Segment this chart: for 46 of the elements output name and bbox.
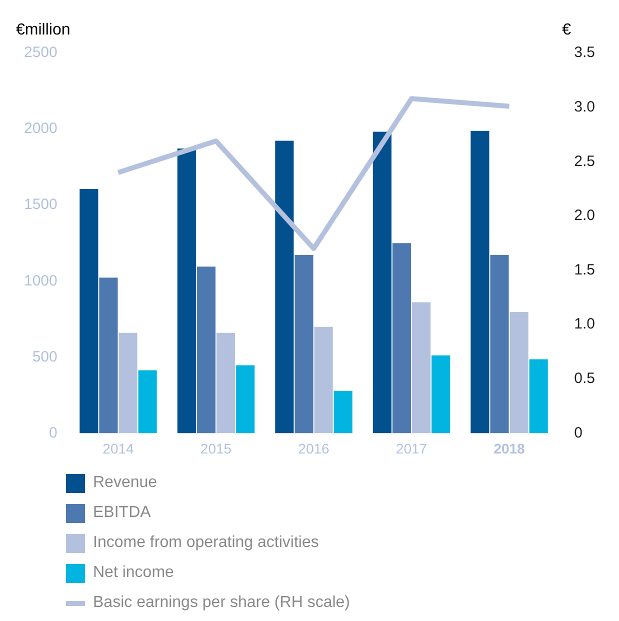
x-tick-label: 2016 [298,440,330,456]
bar [99,278,118,434]
y-tick-label: 2500 [24,44,58,62]
bar [392,243,412,434]
x-tick-label: 2017 [396,440,428,456]
bar [275,140,294,434]
x-tick-label: 2014 [102,440,134,456]
y2-tick-label: 2.5 [574,152,596,170]
y2-tick-label: 1.0 [574,316,596,333]
y2-tick-label: 3.5 [574,44,596,62]
x-tick-label: 2018 [494,440,526,456]
legend-label: Basic earnings per share (RH scale) [93,594,350,612]
y2-tick-label: 0 [574,424,582,442]
bar [432,355,450,434]
bar [529,359,548,434]
bar [80,188,98,434]
bar [177,148,196,434]
y2-tick-label: 1.5 [574,261,596,278]
bar [490,254,509,434]
bar [118,332,138,434]
bar [294,254,314,434]
y-tick-label: 2000 [24,120,58,138]
legend-label: Income from operating activities [93,534,319,552]
y2-axis-title: € [562,21,572,38]
bar [138,370,157,434]
bar [216,332,236,434]
y-tick-label: 1000 [24,272,58,290]
legend-label: EBITDA [93,504,151,522]
bar [314,326,333,434]
legend-label: Net income [93,564,174,582]
legend-label: Revenue [93,474,158,492]
bar [510,312,528,434]
y2-tick-label: 3.0 [574,98,596,116]
bar [412,302,431,434]
bar [470,130,490,434]
y2-tick-label: 0.5 [574,370,596,388]
x-tick-label: 2015 [200,440,232,456]
y-tick-label: 0 [49,424,58,442]
bar [334,390,352,434]
y2-tick-label: 2.0 [574,207,596,224]
y-axis-title: €million [16,21,70,38]
y-tick-label: 1500 [24,196,58,214]
bar [236,365,255,434]
y-tick-label: 500 [32,348,58,366]
bar [372,132,392,434]
bar [196,266,216,434]
